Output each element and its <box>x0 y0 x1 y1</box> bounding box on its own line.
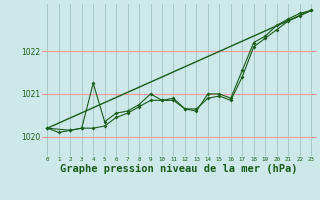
X-axis label: Graphe pression niveau de la mer (hPa): Graphe pression niveau de la mer (hPa) <box>60 164 298 174</box>
